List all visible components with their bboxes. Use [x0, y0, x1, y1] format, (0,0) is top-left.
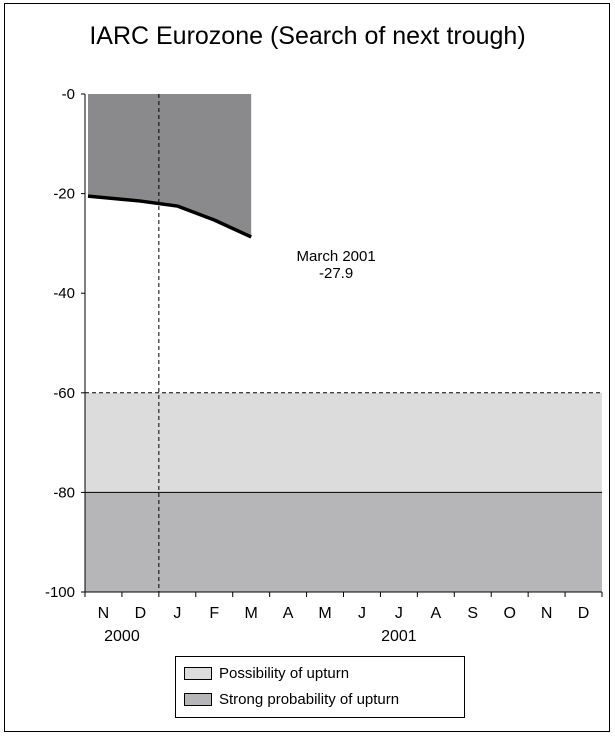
legend-label-strong-probability: Strong probability of upturn: [219, 690, 400, 708]
legend-item-strong-probability: Strong probability of upturn: [184, 688, 399, 710]
legend-item-possibility: Possibility of upturn: [184, 662, 349, 684]
x-tick-label: M: [245, 605, 258, 622]
legend: Possibility of upturn Strong probability…: [175, 656, 465, 718]
x-tick-label: F: [209, 605, 219, 622]
x-tick-label: J: [173, 605, 181, 622]
region-band-1: [85, 492, 602, 592]
series-line: [87, 194, 252, 239]
y-tick-label: -100: [45, 584, 75, 601]
annotation-line1: March 2001: [297, 248, 376, 265]
region-band-0: [85, 392, 602, 493]
x-tick-label: D: [135, 605, 147, 622]
x-tick-label: J: [358, 605, 366, 622]
x-year-label: 2000: [104, 628, 140, 645]
x-year-label: 2001: [381, 628, 417, 645]
series-shaded-area: [88, 94, 252, 237]
x-tick-label: N: [541, 605, 553, 622]
x-tick-label: S: [467, 605, 478, 622]
y-tick-label: -20: [53, 186, 75, 203]
x-tick-label: A: [283, 605, 294, 622]
y-tick-label: -60: [53, 385, 75, 402]
y-tick-label: -40: [53, 285, 75, 302]
legend-swatch-possibility: [184, 666, 212, 680]
y-tick-label: -80: [53, 484, 75, 501]
x-tick-label: J: [395, 605, 403, 622]
x-tick-label: A: [430, 605, 441, 622]
chart-title: IARC Eurozone (Search of next trough): [89, 22, 526, 50]
annotation-line2: -27.9: [319, 265, 353, 282]
legend-swatch-strong-probability: [184, 692, 212, 706]
x-tick-label: M: [318, 605, 331, 622]
x-tick-label: N: [98, 605, 110, 622]
legend-label-possibility: Possibility of upturn: [219, 664, 350, 682]
x-tick-label: D: [578, 605, 590, 622]
x-tick-label: O: [503, 605, 515, 622]
plot-area: -0 -20 -40 -60 -80 -100 N D J F M A M J J A S O N D 2000 2001…: [45, 86, 603, 645]
y-tick-label: -0: [62, 86, 75, 103]
